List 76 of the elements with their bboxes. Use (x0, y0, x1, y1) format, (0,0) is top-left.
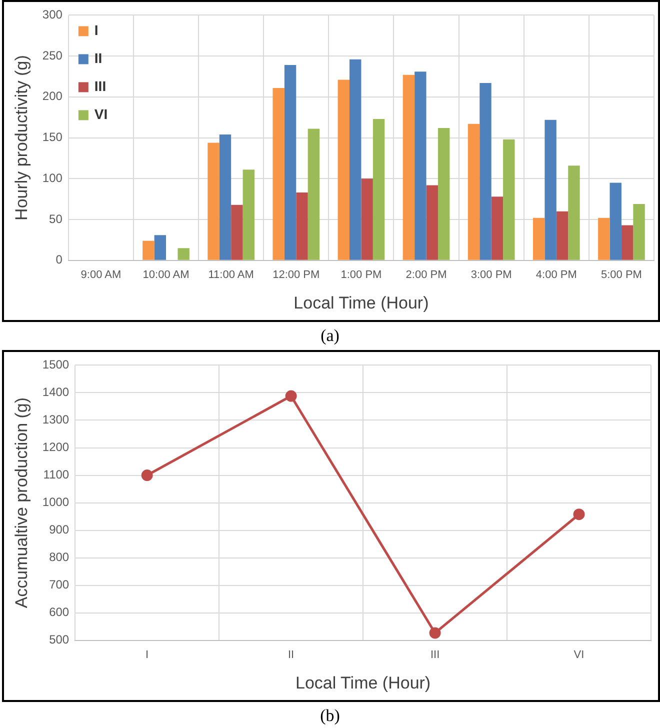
bar (361, 178, 373, 260)
y-tick-label: 600 (49, 605, 70, 620)
x-tick-label: 5:00 PM (600, 269, 642, 282)
bar (372, 119, 385, 260)
y-tick-label: 300 (42, 8, 63, 22)
y-tick-label: 1500 (42, 358, 70, 372)
bar (231, 204, 243, 260)
bar (468, 124, 480, 260)
y-tick-label: 150 (42, 130, 63, 144)
point (429, 627, 441, 639)
bar (480, 83, 492, 260)
bar (284, 65, 296, 260)
legend-label: VI (94, 106, 108, 122)
bar (219, 134, 232, 260)
bar (491, 196, 504, 260)
bar (308, 128, 320, 260)
y-tick-label: 250 (42, 48, 63, 62)
y-tick-label: 1400 (42, 385, 70, 400)
x-tick-label: II (288, 649, 294, 662)
bar (532, 218, 545, 260)
x-axis-title: Local Time (Hour) (295, 673, 431, 692)
bar (503, 139, 515, 260)
x-tick-label: 10:00 AM (142, 269, 190, 282)
bar (438, 128, 450, 260)
y-tick-label: 800 (49, 550, 70, 564)
y-tick-label: 1300 (42, 412, 70, 427)
bar (296, 192, 308, 260)
point (285, 390, 297, 402)
bar (621, 225, 634, 260)
bar (242, 170, 255, 260)
text: (a) (320, 326, 340, 346)
x-tick-label: 2:00 PM (406, 269, 447, 282)
x-tick-label: 1:00 PM (340, 269, 382, 282)
bar (154, 235, 166, 260)
y-tick-label: 700 (49, 578, 70, 592)
y-tick-label: 200 (42, 89, 63, 104)
legend-label: II (94, 50, 102, 66)
bar (402, 74, 415, 260)
x-tick-label: 9:00 AM (80, 269, 122, 282)
point (573, 508, 585, 520)
bar (598, 218, 610, 260)
bar (633, 204, 645, 260)
y-axis-title: Hourly productivity (g) (12, 55, 31, 220)
y-tick-label: 100 (42, 170, 63, 185)
x-tick-label: 11:00 AM (208, 269, 254, 282)
x-axis-title: Local Time (Hour) (294, 293, 429, 312)
bar (610, 182, 622, 260)
y-tick-label: 1100 (43, 468, 70, 482)
legend-label: I (94, 22, 98, 38)
y-tick-label: 50 (49, 212, 63, 226)
y-tick-label: 500 (49, 632, 70, 647)
y-tick-label: 0 (56, 252, 63, 267)
point (141, 470, 153, 482)
x-tick-label: 4:00 PM (536, 269, 577, 282)
x-tick-label: III (430, 649, 440, 662)
x-tick-label: 3:00 PM (470, 269, 512, 282)
bar (568, 166, 580, 260)
bar (350, 59, 362, 260)
bar (544, 120, 556, 260)
bar (414, 72, 426, 260)
y-tick-label: 900 (49, 522, 70, 537)
x-tick-label: VI (574, 649, 584, 662)
x-tick-label: 12:00 PM (272, 269, 320, 282)
y-axis-title: Accumualtive production (g) (12, 397, 31, 608)
bar (208, 142, 220, 260)
bar (556, 211, 568, 260)
bar (272, 88, 284, 260)
x-tick-label: I (146, 649, 149, 662)
legend-label: III (94, 78, 106, 94)
text: (b) (319, 706, 341, 726)
y-tick-label: 1000 (42, 495, 70, 510)
bar (338, 80, 350, 260)
bar (178, 248, 190, 260)
bar (142, 240, 154, 260)
y-tick-label: 1200 (42, 440, 70, 454)
bar (426, 185, 438, 260)
